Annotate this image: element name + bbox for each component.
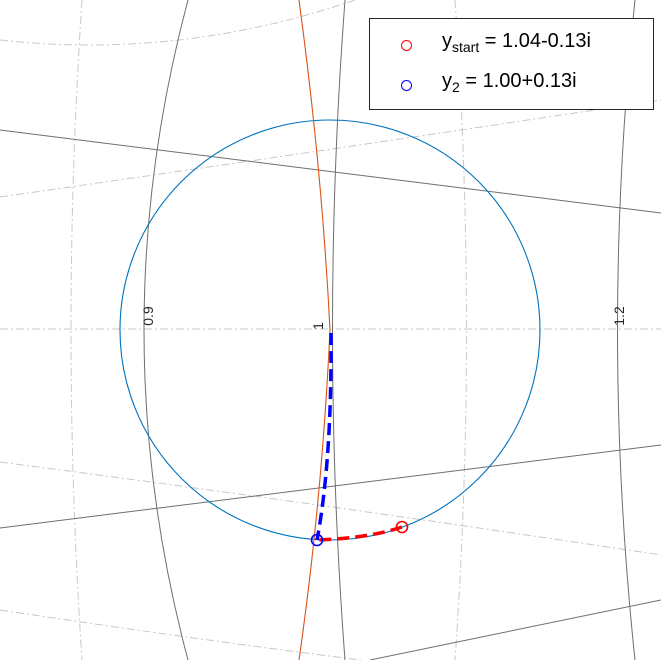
red-dashed-path xyxy=(316,525,403,542)
reactance-line-3 xyxy=(369,599,661,660)
tick-label-0-9: 0.9 xyxy=(140,306,156,326)
legend-label-y2: y2 = 1.00+0.13i xyxy=(442,70,577,95)
dashdot-arc-1 xyxy=(0,0,356,46)
resistance-circle-0-9 xyxy=(143,0,189,660)
legend: ystart = 1.04-0.13i y2 = 1.00+0.13i xyxy=(369,18,654,110)
orange-trajectory-curve xyxy=(298,0,331,660)
reactance-line-2 xyxy=(0,444,661,529)
y2-marker xyxy=(310,533,324,547)
reactance-line-1 xyxy=(0,129,661,214)
blue-dashed-path xyxy=(315,332,333,541)
legend-item-y-start: ystart = 1.04-0.13i xyxy=(370,25,653,65)
dashdot-arc-4 xyxy=(0,609,362,660)
legend-label-y-start: ystart = 1.04-0.13i xyxy=(442,30,591,55)
legend-item-y2: y2 = 1.00+0.13i xyxy=(370,66,653,106)
resistance-circle-1 xyxy=(332,0,346,660)
y-start-marker xyxy=(395,520,409,534)
tick-labels: 0.9 1 1.2 xyxy=(140,306,627,330)
tick-label-1: 1 xyxy=(310,322,326,330)
red-circle-icon xyxy=(401,40,412,51)
dashdot-arc-2 xyxy=(0,99,661,198)
dashdot-arc-5 xyxy=(70,0,83,660)
tick-label-1-2: 1.2 xyxy=(611,306,627,326)
dashdot-arc-6 xyxy=(454,0,467,660)
blue-circle-icon xyxy=(401,80,412,91)
